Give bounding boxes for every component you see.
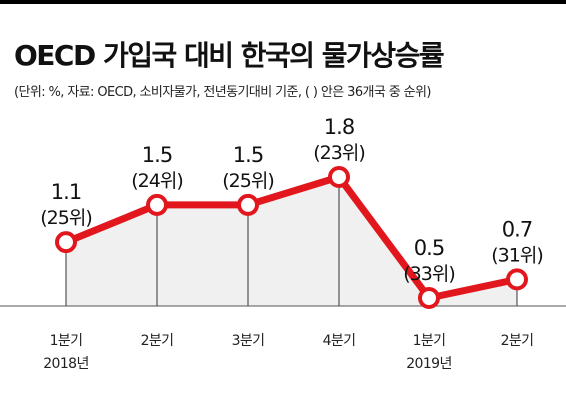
- value-label-5: 0.5: [414, 236, 444, 260]
- rank-label-4: (23위): [313, 142, 364, 164]
- x-tick-label-5: 1분기: [413, 333, 446, 349]
- rank-label-6: (31위): [491, 244, 542, 266]
- x-tick-label-1: 1분기: [50, 333, 83, 349]
- area-fill: [66, 177, 517, 306]
- value-label-6: 0.7: [502, 217, 532, 241]
- x-year-label-1: 2018년: [43, 356, 89, 372]
- x-tick-label-3: 3분기: [232, 333, 265, 349]
- data-point-6: [506, 268, 528, 291]
- data-point-4: [328, 166, 350, 188]
- data-point-2: [146, 193, 168, 216]
- data-point-3: [237, 193, 259, 216]
- value-label-4: 1.8: [324, 115, 354, 139]
- data-point-5: [418, 287, 440, 309]
- chart-title: OECD 가입국 대비 한국의 물가상승률: [14, 39, 445, 72]
- x-tick-label-4: 4분기: [323, 333, 356, 349]
- x-tick-label-2: 2분기: [141, 333, 174, 349]
- x-tick-label-6: 2분기: [501, 333, 534, 349]
- data-point-1: [55, 231, 77, 254]
- value-label-1: 1.1: [51, 180, 81, 204]
- value-label-3: 1.5: [233, 143, 263, 167]
- value-label-2: 1.5: [142, 143, 172, 167]
- series-line: [62, 173, 521, 302]
- x-year-label-5: 2019년: [406, 356, 452, 372]
- rank-label-5: (33위): [403, 263, 454, 285]
- rank-label-3: (25위): [222, 170, 273, 192]
- top-rule: [0, 0, 566, 4]
- rank-label-1: (25위): [40, 207, 91, 229]
- chart-subtitle: (단위: %, 자료: OECD, 소비자물가, 전년동기대비 기준, ( ) …: [14, 85, 431, 100]
- rank-label-2: (24위): [131, 170, 182, 192]
